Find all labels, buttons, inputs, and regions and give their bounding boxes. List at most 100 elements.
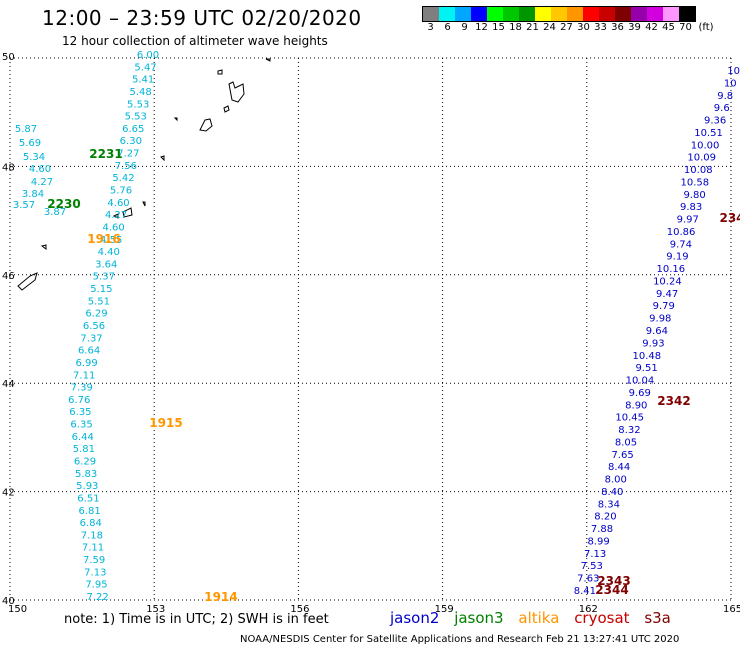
- y-tick-label: 50: [2, 52, 15, 63]
- sat-jason2: jason2: [390, 609, 440, 627]
- swh-value: 9.69: [629, 388, 651, 399]
- legend-swatch: [423, 7, 439, 21]
- swh-value: 7.13: [84, 567, 106, 578]
- page-subtitle: 12 hour collection of altimeter wave hei…: [62, 34, 328, 48]
- x-tick-label: 159: [435, 604, 454, 615]
- coastline: [199, 118, 213, 132]
- swh-value: 6.99: [76, 358, 98, 369]
- swh-value: 5.48: [130, 87, 152, 98]
- swh-value: 8.40: [601, 487, 623, 498]
- legend-swatch: [519, 7, 535, 21]
- coastline: [223, 105, 230, 113]
- swh-value: 6.35: [70, 420, 92, 431]
- swh-value: 7.18: [81, 530, 103, 541]
- pass-label: 1915: [149, 416, 182, 430]
- legend-swatch: [631, 7, 647, 21]
- swh-value: 7.59: [83, 555, 105, 566]
- y-tick-label: 46: [2, 271, 15, 282]
- legend-swatch: [615, 7, 631, 21]
- legend-swatch: [647, 7, 663, 21]
- swh-value: 9.51: [635, 363, 657, 374]
- swh-value: 9.8: [717, 91, 733, 102]
- footer-credit: NOAA/NESDIS Center for Satellite Applica…: [240, 634, 680, 645]
- legend-label: 27: [560, 22, 573, 33]
- swh-value: 10.09: [687, 153, 716, 164]
- coastline: [217, 69, 223, 75]
- swh-value: 10: [727, 66, 740, 77]
- legend-label: 36: [611, 22, 624, 33]
- swh-value: 4.60: [107, 198, 129, 209]
- legend-swatch: [471, 7, 487, 21]
- swh-value: 9.83: [680, 202, 702, 213]
- swh-value: 9.36: [704, 116, 726, 127]
- swh-value: 7.11: [82, 543, 104, 554]
- swh-value: 6.64: [78, 346, 100, 357]
- legend-swatch: [567, 7, 583, 21]
- swh-value: 7.27: [117, 149, 139, 160]
- pass-label: 2342: [657, 394, 690, 408]
- swh-value: 10.16: [657, 264, 686, 275]
- coastline: [40, 244, 47, 250]
- swh-value: 10.08: [684, 165, 713, 176]
- swh-value: 8.34: [598, 499, 620, 510]
- swh-value: 8.32: [618, 425, 640, 436]
- swh-value: 3.64: [95, 259, 117, 270]
- y-tick-label: 48: [2, 162, 15, 173]
- legend-swatch: [663, 7, 679, 21]
- color-scale-legend: [422, 6, 696, 22]
- coastline: [17, 272, 38, 291]
- swh-value: 5.83: [75, 469, 97, 480]
- coastline: [142, 201, 146, 207]
- legend-swatch: [583, 7, 599, 21]
- swh-value: 5.81: [73, 444, 95, 455]
- swh-value: 10.48: [633, 351, 662, 362]
- swh-value: 5.37: [93, 272, 115, 283]
- swh-value: 6.81: [78, 506, 100, 517]
- y-tick-label: 44: [2, 379, 15, 390]
- coastline: [160, 155, 165, 162]
- swh-value: 5.41: [132, 75, 154, 86]
- y-tick-label: 40: [2, 596, 15, 607]
- x-tick-label: 156: [290, 604, 309, 615]
- coastline: [265, 58, 271, 62]
- pass-label: 2231: [89, 147, 122, 161]
- swh-value: 5.47: [134, 62, 156, 73]
- legend-label: 9: [461, 22, 468, 33]
- swh-value: 10.00: [691, 140, 720, 151]
- swh-value: 7.88: [591, 524, 613, 535]
- legend-label: 3: [427, 22, 434, 33]
- swh-value: 3.84: [22, 189, 44, 200]
- legend-label: 39: [628, 22, 641, 33]
- swh-value: 4.27: [105, 210, 127, 221]
- swh-value: 5.76: [110, 186, 132, 197]
- swh-value: 10.86: [667, 227, 696, 238]
- x-tick-label: 162: [579, 604, 598, 615]
- swh-value: 5.53: [125, 112, 147, 123]
- swh-value: 6.29: [74, 457, 96, 468]
- swh-value: 6.56: [83, 321, 105, 332]
- swh-value: 4.40: [98, 247, 120, 258]
- swh-value: 5.93: [76, 481, 98, 492]
- pass-label: 1916: [87, 232, 120, 246]
- swh-value: 5.15: [90, 284, 112, 295]
- swh-value: 8.90: [625, 400, 647, 411]
- sat-cryosat: cryosat: [574, 609, 630, 627]
- coastline: [173, 117, 178, 122]
- swh-value: 7.53: [581, 561, 603, 572]
- page-title: 12:00 – 23:59 UTC 02/20/2020: [42, 6, 362, 30]
- pass-label: 2230: [47, 197, 80, 211]
- swh-value: 7.63: [577, 574, 599, 585]
- swh-value: 6.30: [120, 136, 142, 147]
- legend-swatch: [679, 7, 695, 21]
- sat-s3a: s3a: [644, 609, 671, 627]
- legend-swatch: [535, 7, 551, 21]
- sat-altika: altika: [518, 609, 560, 627]
- legend-label: 30: [577, 22, 590, 33]
- swh-value: 6.29: [85, 309, 107, 320]
- swh-value: 9.79: [653, 301, 675, 312]
- swh-value: 3.87: [44, 207, 66, 218]
- swh-value: 4.27: [31, 177, 53, 188]
- swh-value: 6.84: [80, 518, 102, 529]
- swh-value: 6.35: [69, 407, 91, 418]
